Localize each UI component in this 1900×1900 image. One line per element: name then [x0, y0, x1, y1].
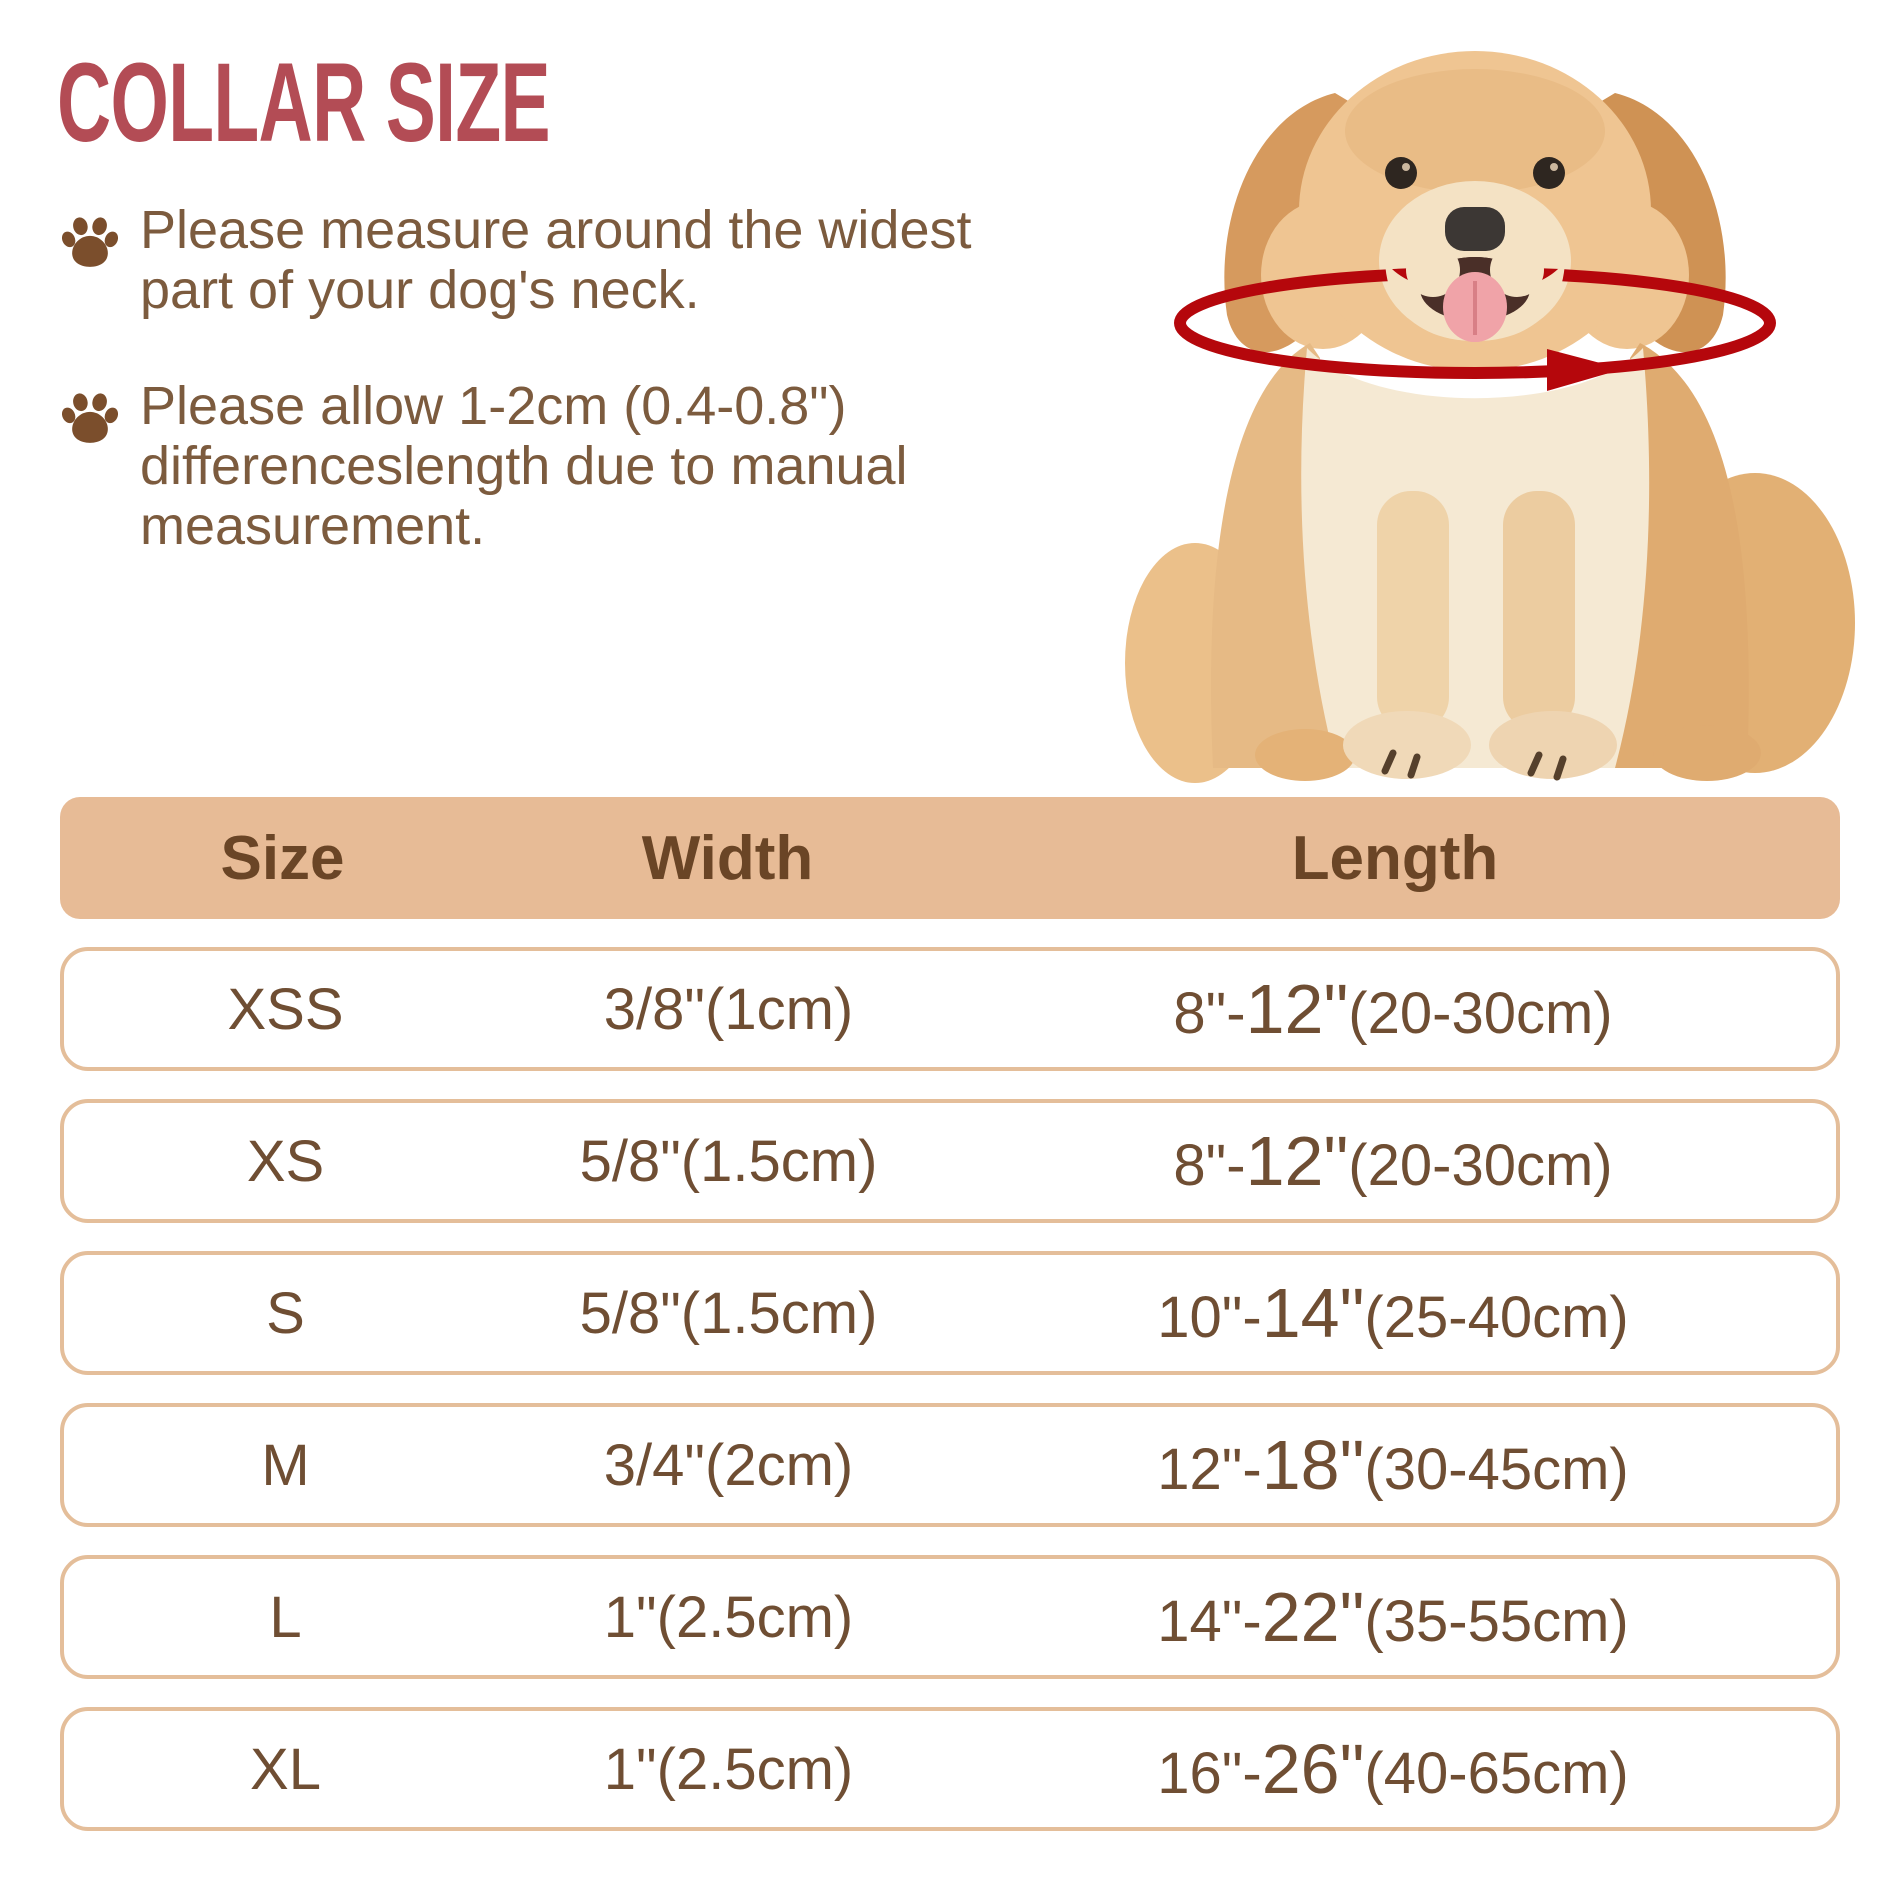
dog-leg-left [1377, 491, 1449, 731]
note-line: part of your dog's neck. [140, 260, 700, 320]
dog-eye-right [1533, 157, 1565, 189]
paw-icon [62, 393, 118, 443]
paw-icon [62, 217, 118, 267]
size-cell: S [266, 1280, 305, 1346]
length-cell: 8"-12"(20-30cm) [950, 1121, 1836, 1201]
size-cell: XS [246, 1128, 325, 1194]
length-min: 10"- [1157, 1285, 1262, 1350]
length-min: 16"- [1157, 1741, 1262, 1806]
length-cm: (30-45cm) [1364, 1437, 1629, 1502]
length-max: 22" [1261, 1578, 1365, 1656]
width-cell: 5/8"(1.5cm) [579, 1280, 878, 1346]
length-cm: (20-30cm) [1348, 1133, 1613, 1198]
note-measure-neck: Please measure around the widest part of… [62, 200, 1102, 320]
length-cell: 12"-18"(30-45cm) [950, 1425, 1836, 1505]
length-max: 12" [1245, 970, 1349, 1048]
note-line: Please measure around the widest [140, 200, 972, 260]
table-header: Size Width Length [60, 797, 1840, 919]
length-cell: 8"-12"(20-30cm) [950, 969, 1836, 1049]
length-max: 18" [1261, 1426, 1365, 1504]
size-cell: XSS [227, 976, 344, 1042]
width-cell: 3/4"(2cm) [603, 1432, 854, 1498]
width-cell: 5/8"(1.5cm) [579, 1128, 878, 1194]
table-row: XL 1"(2.5cm) 16"-26"(40-65cm) [60, 1707, 1840, 1831]
table-row: L 1"(2.5cm) 14"-22"(35-55cm) [60, 1555, 1840, 1679]
length-cm: (25-40cm) [1364, 1285, 1629, 1350]
dog-paw-right [1489, 711, 1617, 779]
length-cell: 10"-14"(25-40cm) [950, 1273, 1836, 1353]
length-max: 26" [1261, 1730, 1365, 1808]
table-row: XSS 3/8"(1cm) 8"-12"(20-30cm) [60, 947, 1840, 1071]
table-row: S 5/8"(1.5cm) 10"-14"(25-40cm) [60, 1251, 1840, 1375]
dog-eye-left [1385, 157, 1417, 189]
collar-size-table: Size Width Length XSS 3/8"(1cm) 8"-12"(2… [60, 797, 1840, 1831]
golden-retriever-illustration [1125, 51, 1855, 783]
length-cell: 14"-22"(35-55cm) [950, 1577, 1836, 1657]
length-min: 12"- [1157, 1437, 1262, 1502]
dog-paw-left [1343, 711, 1471, 779]
table-row: M 3/4"(2cm) 12"-18"(30-45cm) [60, 1403, 1840, 1527]
length-cm: (20-30cm) [1348, 981, 1613, 1046]
note-text: Please measure around the widest part of… [140, 200, 972, 320]
width-cell: 1"(2.5cm) [603, 1584, 854, 1650]
dog-leg-right [1503, 491, 1575, 731]
length-min: 8"- [1173, 1133, 1246, 1198]
table-row: XS 5/8"(1.5cm) 8"-12"(20-30cm) [60, 1099, 1840, 1223]
dog-photo [1055, 22, 1865, 784]
length-cell: 16"-26"(40-65cm) [950, 1729, 1836, 1809]
note-text: Please allow 1-2cm (0.4-0.8") difference… [140, 376, 908, 556]
width-cell: 3/8"(1cm) [603, 976, 854, 1042]
header-length: Length [1291, 823, 1499, 893]
length-min: 14"- [1157, 1589, 1262, 1654]
size-cell: L [269, 1584, 302, 1650]
measure-loop-arrow [1547, 349, 1623, 391]
page-title: COLLAR SIZE [57, 40, 551, 165]
dog-chin-overlay [1385, 243, 1565, 342]
notes-list: Please measure around the widest part of… [62, 200, 1102, 612]
header-width: Width [641, 823, 814, 893]
dog-chest [1301, 348, 1650, 768]
note-tolerance: Please allow 1-2cm (0.4-0.8") difference… [62, 376, 1102, 556]
length-max: 12" [1245, 1122, 1349, 1200]
length-min: 8"- [1173, 981, 1246, 1046]
length-cm: (40-65cm) [1364, 1741, 1629, 1806]
width-cell: 1"(2.5cm) [603, 1736, 854, 1802]
note-line: Please allow 1-2cm (0.4-0.8") [140, 376, 847, 436]
note-line: measurement. [140, 496, 486, 556]
length-cm: (35-55cm) [1364, 1589, 1629, 1654]
header-size: Size [220, 823, 345, 893]
size-cell: M [261, 1432, 310, 1498]
note-line: differenceslength due to manual [140, 436, 908, 496]
length-max: 14" [1261, 1274, 1365, 1352]
size-cell: XL [250, 1736, 321, 1802]
